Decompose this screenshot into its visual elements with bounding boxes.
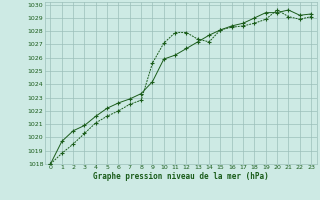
X-axis label: Graphe pression niveau de la mer (hPa): Graphe pression niveau de la mer (hPa) [93, 172, 269, 181]
